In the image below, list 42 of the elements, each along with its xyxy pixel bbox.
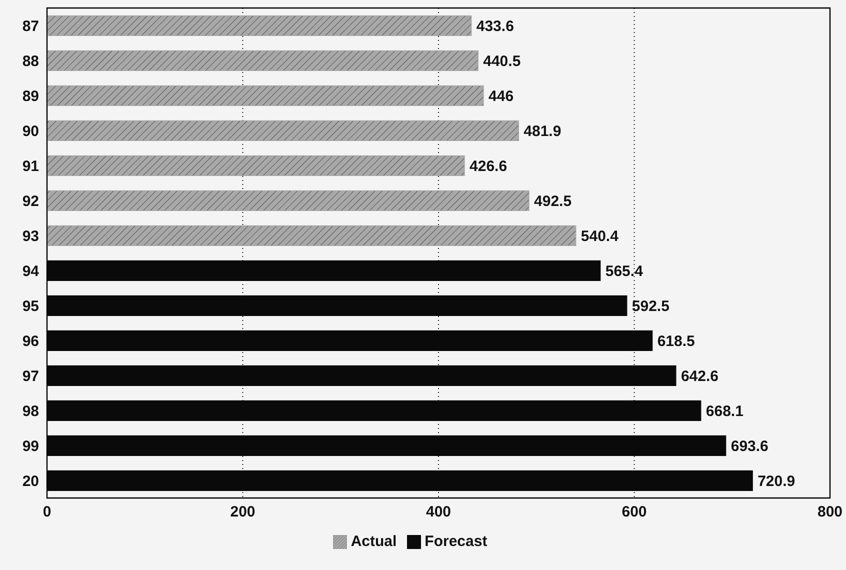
y-tick-label: 93: [22, 228, 39, 245]
x-tick-label: 200: [230, 504, 256, 521]
bar: [47, 85, 484, 106]
bar: [47, 15, 472, 36]
data-label: 693.6: [730, 438, 768, 456]
y-tick-label: 91: [22, 158, 39, 175]
x-tick-label: 0: [42, 504, 52, 521]
y-tick-label: 20: [22, 472, 39, 490]
data-label: 446: [488, 88, 514, 106]
y-tick-label: 96: [22, 332, 39, 350]
y-tick-label: 89: [22, 88, 39, 105]
y-tick-label: 88: [22, 52, 39, 70]
data-label: 668.1: [706, 403, 744, 420]
data-label: 492.5: [534, 193, 572, 210]
data-label: 565.4: [605, 263, 644, 280]
x-tick-label: 400: [426, 504, 452, 521]
y-tick-label: 94: [22, 262, 40, 280]
legend-label: Actual: [350, 533, 397, 550]
x-tick-label: 600: [622, 504, 647, 521]
data-label: 540.4: [580, 228, 620, 246]
x-tick-label: 800: [817, 504, 843, 521]
y-tick-label: 87: [22, 18, 39, 35]
y-tick-label: 99: [22, 438, 39, 455]
bar: [47, 155, 465, 176]
data-label: 592.5: [632, 298, 670, 316]
data-label: 440.5: [483, 53, 521, 70]
bar: [47, 225, 576, 246]
y-tick-label: 92: [22, 192, 39, 210]
data-label: 481.9: [524, 123, 562, 140]
bar: [47, 50, 478, 71]
y-tick-label: 97: [22, 368, 39, 385]
data-label: 642.6: [680, 368, 718, 386]
bar: [47, 190, 530, 211]
y-tick-label: 90: [22, 122, 39, 140]
data-label: 426.6: [470, 158, 508, 176]
y-tick-label: 98: [22, 402, 39, 420]
data-label: 618.5: [657, 333, 695, 350]
legend-label: Forecast: [424, 533, 488, 550]
data-label: 433.6: [476, 18, 514, 36]
bar: [47, 120, 519, 141]
data-label: 720.9: [758, 473, 796, 490]
y-tick-label: 95: [22, 298, 39, 315]
